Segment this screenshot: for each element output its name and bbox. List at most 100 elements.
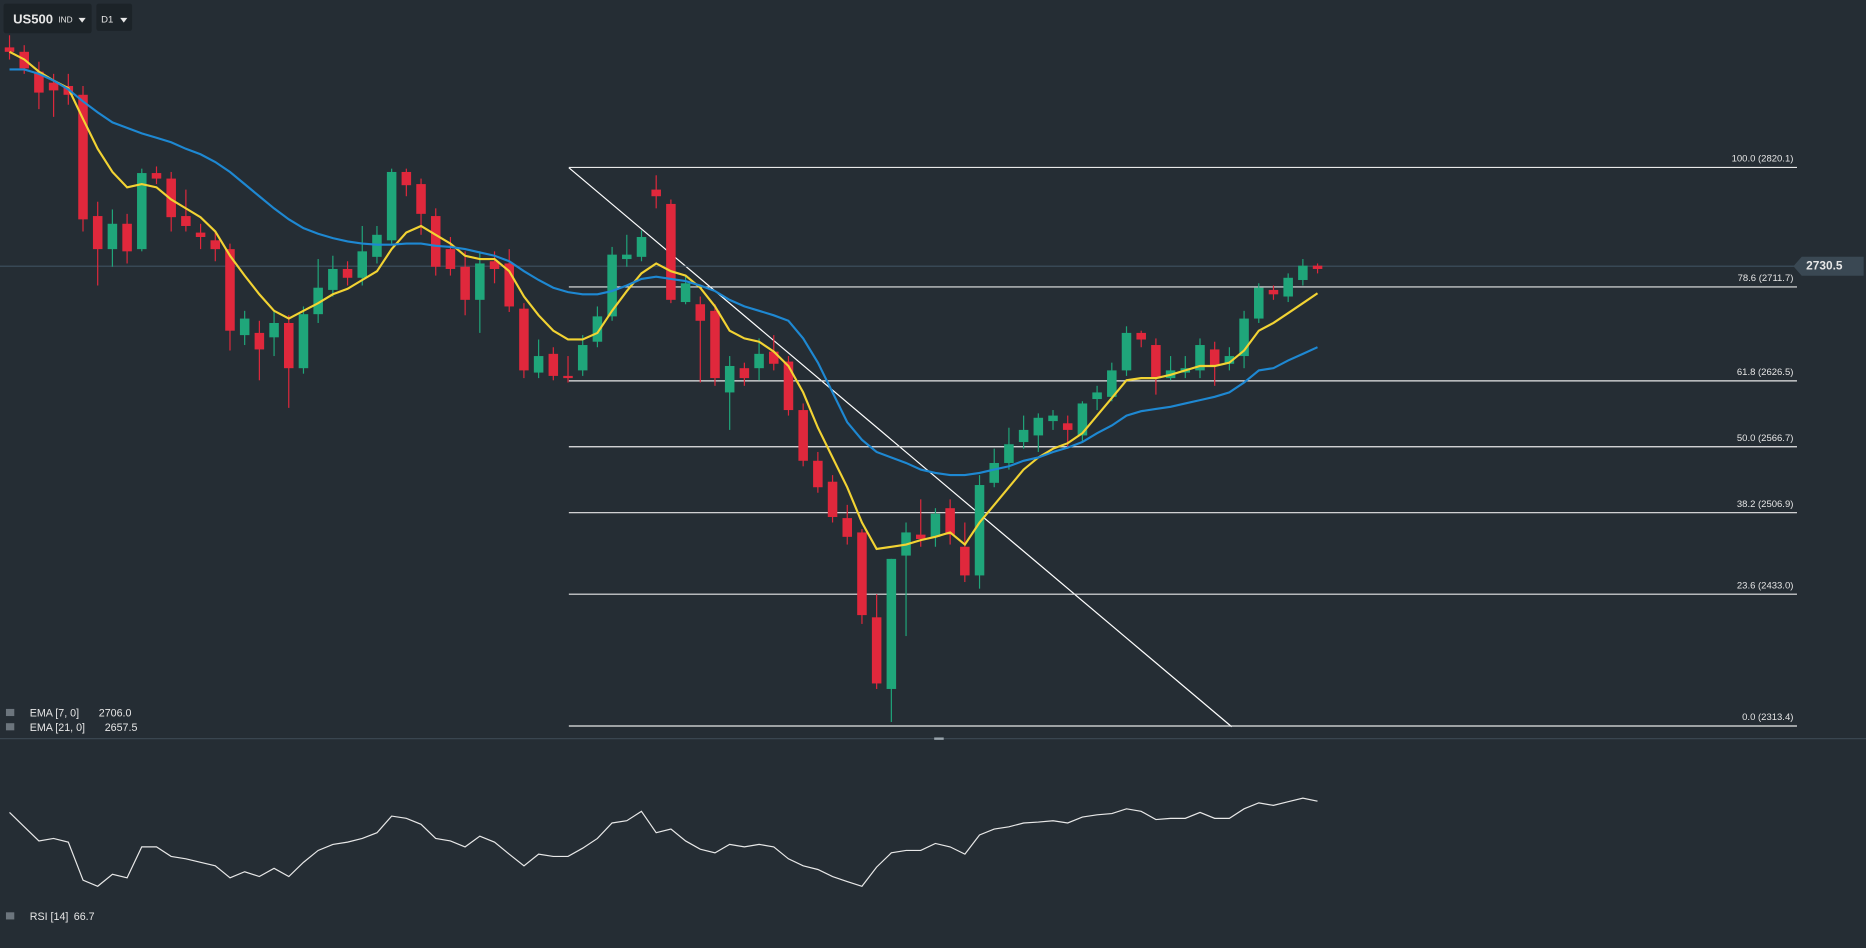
- candle-body: [181, 216, 191, 226]
- candle-body: [1151, 345, 1161, 379]
- candle-body: [1062, 423, 1073, 430]
- ema-line: [9, 68, 1318, 477]
- candle-body: [1239, 318, 1249, 357]
- fib-level-label: 100.0 (2820.1): [1732, 154, 1794, 165]
- candle-body: [519, 308, 529, 371]
- candle-body: [1268, 289, 1279, 295]
- candle-body: [577, 345, 588, 371]
- candle-body: [284, 322, 294, 369]
- candle-body: [401, 171, 412, 186]
- candle-body: [533, 356, 544, 373]
- fib-level-label: 61.8 (2626.5): [1737, 367, 1794, 378]
- candle-body: [827, 481, 838, 517]
- candle-body: [974, 485, 985, 576]
- indicator-icon[interactable]: [5, 723, 15, 731]
- candle-body: [166, 178, 176, 218]
- candle-body: [1195, 345, 1205, 371]
- fib-level-label: 23.6 (2433.0): [1737, 580, 1794, 591]
- rsi-line: [9, 797, 1318, 887]
- candle-body: [945, 508, 955, 535]
- plot-area: 100.0 (2820.1) 78.6 (2711.7) 61.8 (2626.5)…: [0, 35, 1864, 887]
- ema-legend-value: 2706.0: [99, 708, 132, 720]
- candle-body: [1136, 332, 1146, 340]
- candle-body: [607, 254, 617, 317]
- ema-legend-value: 2657.5: [105, 722, 138, 734]
- candle-body: [386, 171, 397, 241]
- candle-body: [1224, 356, 1235, 364]
- ema-line: [9, 50, 1319, 551]
- dropdown-arrow: [120, 17, 128, 23]
- timeframe: D1: [101, 15, 113, 26]
- indicator-icon[interactable]: [5, 912, 15, 920]
- rsi-legend-name: RSI [14]: [30, 911, 69, 923]
- fib-level-label: 78.6 (2711.7): [1738, 273, 1794, 284]
- candle-body: [239, 318, 250, 336]
- candle-body: [1254, 287, 1264, 319]
- candle-body: [960, 546, 970, 576]
- candle-body: [254, 332, 265, 350]
- candle-body: [298, 314, 309, 369]
- candle-body: [489, 261, 500, 269]
- candle-body: [475, 263, 485, 300]
- indicator-icon[interactable]: [5, 708, 15, 717]
- candle-body: [651, 189, 661, 197]
- candle-body: [1033, 417, 1044, 436]
- candle-body: [666, 203, 676, 300]
- candle-body: [445, 249, 456, 269]
- rsi-legend-value: 66.7: [74, 911, 95, 923]
- candle-body: [225, 249, 235, 331]
- candle-body: [622, 254, 632, 260]
- candle-body: [210, 240, 221, 250]
- candle-body: [871, 617, 882, 684]
- candle-body: [107, 223, 118, 250]
- last-price-tag: [1793, 256, 1864, 276]
- fib-level-label: 50.0 (2566.7): [1737, 433, 1794, 444]
- ema-legend-name: EMA [21, 0]: [30, 722, 85, 734]
- symbol-type: IND: [58, 14, 72, 24]
- candle-body: [357, 251, 368, 278]
- candle-body: [34, 71, 44, 93]
- candle-body: [798, 410, 808, 461]
- candle-body: [695, 304, 706, 321]
- candle-body: [754, 353, 764, 369]
- candle-body: [915, 534, 926, 540]
- candle-body: [4, 47, 15, 52]
- candle-body: [122, 223, 132, 252]
- candle-body: [78, 94, 88, 220]
- candle-body: [151, 173, 162, 179]
- candle-body: [710, 310, 720, 379]
- candle-body: [1209, 349, 1220, 366]
- candle-body: [989, 462, 999, 483]
- candle-body: [636, 237, 647, 257]
- candle-body: [842, 518, 853, 537]
- candle-body: [416, 184, 426, 214]
- candle-body: [592, 316, 603, 342]
- candle-body: [739, 368, 750, 379]
- candle-body: [92, 216, 103, 250]
- candle-body: [48, 82, 59, 91]
- symbol-selector[interactable]: [3, 3, 92, 34]
- candle-body: [563, 375, 573, 379]
- candle-body: [328, 268, 338, 290]
- candle-body: [1107, 370, 1117, 397]
- candle-body: [342, 268, 353, 278]
- last-price-label: 2730.5: [1806, 258, 1843, 272]
- candle-body: [1004, 444, 1014, 463]
- fib-level-label: 0.0 (2313.4): [1742, 712, 1793, 723]
- candle-body: [460, 266, 470, 300]
- candle-body: [137, 173, 147, 250]
- candle-body: [724, 365, 735, 393]
- candle-body: [886, 558, 897, 689]
- candle-body: [269, 322, 279, 338]
- candle-body: [1092, 392, 1102, 400]
- candle-body: [195, 232, 206, 238]
- ema-legend-name: EMA [7, 0]: [30, 708, 79, 720]
- candle-body: [783, 361, 794, 411]
- candle-body: [313, 287, 323, 315]
- candle-body: [1018, 429, 1029, 443]
- candle-body: [1121, 332, 1132, 371]
- timeframe-selector[interactable]: [96, 3, 133, 31]
